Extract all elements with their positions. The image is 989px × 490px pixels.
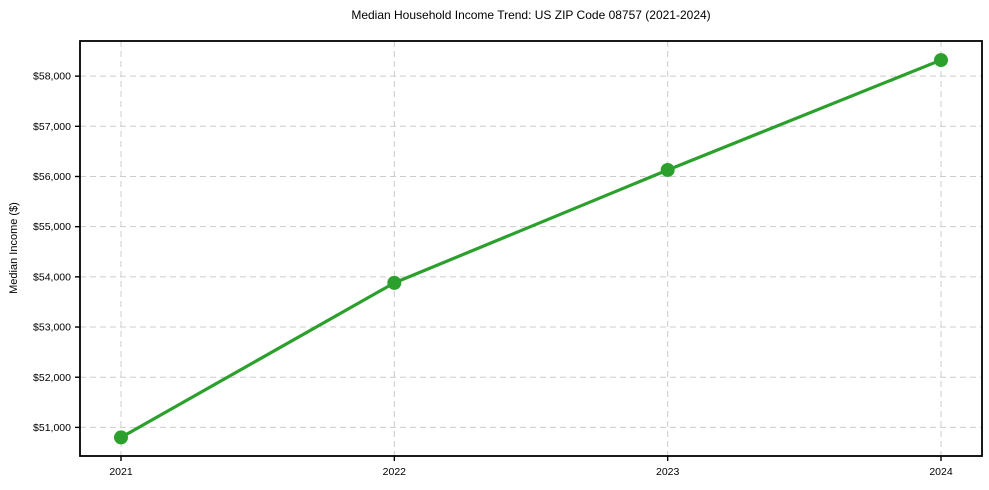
trend-line — [119, 58, 943, 440]
y-tick-label: $56,000 — [33, 171, 71, 183]
data-point — [660, 162, 675, 177]
y-tick-label: $54,000 — [33, 271, 71, 283]
x-tick-label: 2021 — [109, 466, 133, 478]
data-point — [934, 53, 948, 68]
y-tick-label: $55,000 — [33, 221, 71, 233]
x-tick-label: 2023 — [656, 466, 680, 478]
plot-border — [79, 40, 983, 457]
x-tick-label: 2024 — [929, 466, 953, 478]
data-point — [387, 275, 402, 290]
chart-title: Median Household Income Trend: US ZIP Co… — [351, 8, 711, 22]
x-tick-label: 2022 — [383, 466, 407, 478]
y-tick-label: $57,000 — [33, 121, 71, 133]
y-tick-label: $51,000 — [33, 422, 71, 434]
data-point — [114, 430, 128, 445]
y-axis-label: Median Income ($) — [8, 202, 20, 294]
y-tick-label: $58,000 — [33, 71, 71, 83]
y-tick-label: $53,000 — [33, 322, 71, 334]
y-tick-label: $52,000 — [33, 372, 71, 384]
